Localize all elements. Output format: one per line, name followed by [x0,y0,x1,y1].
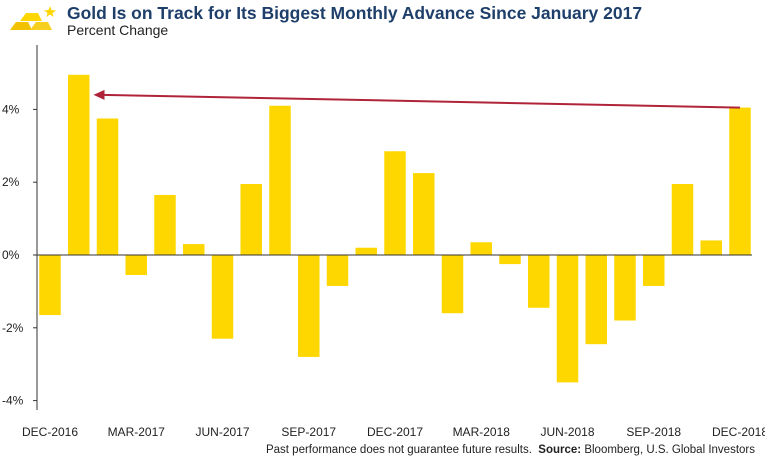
annotation-arrow-line [101,93,741,109]
bar-jun-2017 [211,255,234,339]
chart-title: Gold Is on Track for Its Biggest Monthly… [67,3,643,23]
bar-sep-2017 [298,255,320,357]
bar-aug-2018 [614,255,636,321]
bar-feb-2017 [96,118,119,255]
bar-jan-2017 [68,74,90,255]
bar-feb-2018 [441,255,464,314]
bar-apr-2018 [499,255,521,265]
bar-dec-2016 [39,255,61,316]
y-tick-label: -4% [2,394,24,408]
disclaimer-text: Past performance does not guarantee futu… [265,444,532,456]
x-tick-label: JUN-2017 [195,425,249,439]
bar-oct-2017 [326,255,349,286]
bar-may-2018 [528,255,550,308]
bar-sep-2018 [643,255,665,286]
x-tick-label: DEC-2017 [367,425,423,439]
x-tick-label: JUN-2018 [540,425,594,439]
bar-jan-2018 [413,173,435,255]
bar-jul-2018 [585,255,607,345]
annotation-arrowhead [93,89,105,100]
footer-note: Past performance does not guarantee futu… [266,444,755,456]
x-tick-label: MAR-2018 [453,425,511,439]
bar-may-2017 [183,244,205,255]
bar-dec-2017 [384,151,406,255]
gold-bars-icon [10,6,56,30]
x-tick-label: DEC-2018 [712,425,765,439]
source-text: Bloomberg, U.S. Global Investors [584,444,755,456]
x-tick-label: SEP-2018 [626,425,681,439]
x-tick-label: DEC-2016 [22,425,78,439]
y-tick-label: 2% [2,175,20,189]
x-tick-label: MAR-2017 [108,425,166,439]
bar-mar-2018 [470,242,492,255]
bar-nov-2017 [355,247,377,255]
source-label: Source: [538,444,582,456]
bar-jul-2017 [240,184,262,255]
y-tick-label: 0% [2,248,20,262]
y-tick-label: 4% [2,102,20,116]
bar-jun-2018 [556,255,579,383]
bar-dec-2018 [729,107,751,255]
x-tick-label: SEP-2017 [281,425,336,439]
bar-nov-2018 [700,240,722,255]
bar-aug-2017 [269,105,291,255]
bar-mar-2017 [125,255,147,276]
chart-subtitle: Percent Change [67,22,169,38]
y-tick-label: -2% [2,321,24,335]
bar-oct-2018 [671,184,694,255]
bar-apr-2017 [154,194,176,255]
